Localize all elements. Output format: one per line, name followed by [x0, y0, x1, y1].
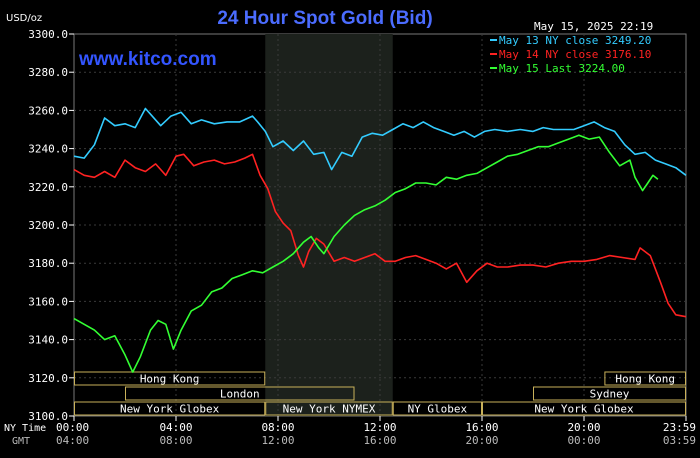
y-tick-label: 3200.0 [28, 219, 68, 232]
watermark: www.kitco.com [78, 49, 217, 70]
session-label: Sydney [590, 388, 630, 401]
x-tick-label-gmt: 08:00 [159, 434, 192, 447]
x-tick-label-ny: 12:00 [363, 421, 396, 434]
session-label: New York Globex [120, 403, 220, 416]
x-tick-label-ny: 00:00 [56, 421, 89, 434]
grid-lines [74, 34, 686, 416]
y-tick-label: 3260.0 [28, 104, 68, 117]
series-line-2 [73, 153, 687, 318]
x-tick-label-gmt: 04:00 [56, 434, 89, 447]
session-bar [74, 371, 266, 386]
session-bar [482, 401, 686, 416]
x-tick-label-gmt: 12:00 [261, 434, 294, 447]
y-tick-label: 3100.0 [28, 410, 68, 423]
y-tick-label: 3140.0 [28, 334, 68, 347]
x-tick-label-gmt: 03:59 [663, 434, 696, 447]
y-tick-label: 3180.0 [28, 257, 68, 270]
x-axis-ticks: 00:0004:0004:0008:0008:0012:0012:0016:00… [56, 416, 696, 447]
series-line-1 [73, 107, 687, 176]
x-tick-label-ny: 08:00 [261, 421, 294, 434]
y-axis-unit-label: USD/oz [6, 13, 42, 24]
session-label: Hong Kong [140, 373, 200, 386]
legend-entry: May 14 NY close 3176.10 [499, 48, 651, 61]
y-tick-label: 3220.0 [28, 181, 68, 194]
session-label: New York NYMEX [283, 403, 376, 416]
y-tick-label: 3160.0 [28, 295, 68, 308]
session-bar [125, 386, 355, 401]
x-tick-label-ny: 16:00 [465, 421, 498, 434]
series-lines [73, 107, 687, 373]
session-bar [74, 401, 266, 416]
session-bar [604, 371, 687, 386]
legend-entry: May 13 NY close 3249.20 [499, 34, 651, 47]
y-tick-label: 3240.0 [28, 143, 68, 156]
chart-title: 24 Hour Spot Gold (Bid) [217, 8, 432, 29]
x-tick-label-ny: 20:00 [567, 421, 600, 434]
timestamp: May 15, 2025 22:19 [534, 20, 653, 33]
legend-entry: May 15 Last 3224.00 [499, 62, 625, 75]
session-bar [392, 401, 482, 416]
session-label: London [220, 388, 260, 401]
session-bar [265, 401, 393, 416]
x-tick-label-ny: 23:59 [663, 421, 696, 434]
x-tick-label-ny: 04:00 [159, 421, 192, 434]
session-bar [533, 386, 686, 401]
x-tick-label-gmt: 20:00 [465, 434, 498, 447]
y-axis-ticks: 3300.0 3280.0 3260.0 3240.0 3220.0 3200.0 3180… [28, 28, 74, 423]
session-bars: Hong Kong Hong Kong London Sydney New York G… [74, 371, 687, 416]
x-tick-label-gmt: 16:00 [363, 434, 396, 447]
y-tick-label: 3120.0 [28, 372, 68, 385]
session-label: Hong Kong [615, 373, 675, 386]
session-label: NY Globex [408, 403, 468, 416]
y-tick-label: 3300.0 [28, 28, 68, 41]
x-tick-label-gmt: 00:00 [567, 434, 600, 447]
series-line-3 [73, 134, 659, 373]
ny-time-label: NY Time [4, 423, 46, 434]
y-tick-label: 3280.0 [28, 66, 68, 79]
gmt-label: GMT [12, 436, 30, 447]
session-label: New York Globex [534, 403, 634, 416]
